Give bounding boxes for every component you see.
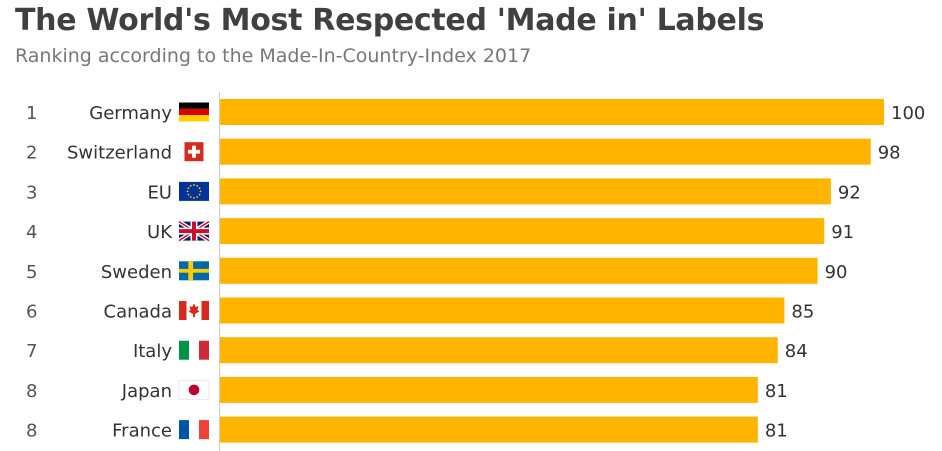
canada-flag-icon	[179, 301, 209, 320]
bar	[220, 138, 871, 165]
bar-row: 7 Italy 84	[26, 337, 808, 364]
rank-label: 8	[26, 421, 37, 442]
rank-label: 8	[26, 381, 37, 402]
bar-rows: 1 Germany 100 2 Switzerland 98 3 EU 92 4 UK 91 5 Swed…	[26, 99, 925, 443]
bar	[220, 416, 758, 443]
rank-label: 7	[26, 341, 37, 362]
country-label: UK	[147, 222, 173, 243]
value-label: 81	[765, 381, 788, 402]
rank-label: 5	[26, 262, 37, 283]
country-label: Sweden	[101, 262, 172, 283]
value-label: 100	[891, 103, 925, 124]
value-label: 84	[785, 341, 808, 362]
bar	[220, 218, 825, 245]
value-label: 91	[831, 222, 854, 243]
rank-label: 4	[26, 222, 37, 243]
rank-label: 2	[26, 143, 37, 164]
uk-flag-icon	[177, 219, 211, 243]
country-label: Italy	[133, 341, 172, 362]
chart-title: The World's Most Respected 'Made in' Lab…	[15, 3, 765, 38]
country-label: Canada	[104, 302, 173, 323]
rank-label: 3	[26, 182, 37, 203]
bar-row: 8 France 81	[26, 416, 788, 443]
rank-label: 1	[26, 103, 37, 124]
france-flag-icon	[179, 420, 209, 440]
bar-row: 1 Germany 100	[26, 99, 925, 125]
eu-flag-icon	[179, 181, 209, 201]
country-label: EU	[147, 182, 172, 203]
italy-flag-icon	[179, 340, 209, 360]
bar-row: 6 Canada 85	[26, 297, 814, 324]
bar-row: 8 Japan 81	[26, 376, 788, 403]
switzerland-flag-icon	[184, 142, 204, 162]
bar-row: 4 UK 91	[26, 218, 854, 245]
bar	[220, 297, 785, 324]
value-label: 90	[825, 262, 848, 283]
bar-row: 5 Sweden 90	[26, 257, 848, 284]
germany-flag-icon	[179, 102, 209, 122]
value-label: 81	[765, 421, 788, 442]
country-label: France	[112, 421, 172, 442]
country-label: Switzerland	[67, 143, 172, 164]
value-label: 92	[838, 182, 861, 203]
bar	[220, 178, 831, 205]
bar	[220, 257, 818, 284]
value-label: 85	[791, 302, 814, 323]
rank-label: 6	[26, 302, 37, 323]
bar	[220, 376, 758, 403]
country-label: Japan	[121, 381, 172, 402]
country-label: Germany	[89, 103, 172, 124]
sweden-flag-icon	[179, 261, 209, 281]
bar-row: 2 Switzerland 98	[26, 138, 901, 165]
bar	[220, 99, 884, 125]
bar-row: 3 EU 92	[26, 178, 861, 205]
value-label: 98	[878, 143, 901, 164]
bar	[220, 337, 778, 364]
japan-flag-icon	[178, 380, 210, 400]
chart-subtitle: Ranking according to the Made-In-Country…	[15, 45, 532, 67]
